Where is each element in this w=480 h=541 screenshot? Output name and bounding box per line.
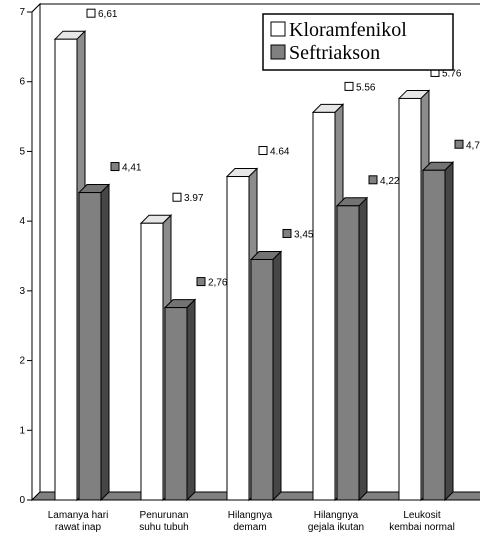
bar-front (250, 258, 274, 501)
bar-front (226, 176, 250, 501)
bar-side (100, 183, 110, 502)
category-label-0: Lamanya hari rawat inap (48, 510, 109, 533)
y-tick-label: 6 (19, 77, 25, 88)
data-label-text: 3,45 (294, 229, 314, 240)
category-label-line: Leukosit (403, 510, 440, 521)
data-label-seftriakson-2: 3,45 (282, 228, 314, 240)
category-label-line: kembai normal (389, 522, 455, 533)
data-label-seftriakson-3: 4,22 (368, 175, 400, 187)
category-label-4: Leukosit kembai normal (389, 510, 455, 533)
bar-front (140, 222, 164, 501)
category-label-line: gejala ikutan (308, 522, 364, 533)
category-label-2: Hilangnya demam (228, 510, 273, 533)
data-label-marker (196, 277, 206, 287)
bar-side (186, 298, 196, 502)
y-tick-label: 4 (19, 216, 25, 227)
category-label-line: Hilangnya (228, 510, 273, 521)
y-tick-label: 2 (19, 356, 25, 367)
bar-front (422, 169, 446, 501)
y-tick-label: 7 (19, 7, 25, 18)
category-label-line: Lamanya hari (48, 510, 109, 521)
data-label-text: 4,73 (466, 140, 480, 151)
category-label-3: Hilangnya gejala ikutan (308, 510, 364, 533)
category-label-line: Hilangnya (314, 510, 359, 521)
data-label-text: 6,61 (98, 9, 118, 20)
data-label-kloramfenikol-2: 4.64 (258, 146, 290, 158)
y-tick-label: 3 (19, 286, 25, 297)
bar-side (272, 250, 282, 502)
y-tick-label: 0 (19, 495, 25, 506)
data-label-text: 4,41 (122, 163, 142, 174)
bar-front (54, 38, 78, 501)
category-label-1: Penurunan suhu tubuh (139, 510, 189, 533)
y-tick-label: 1 (19, 425, 25, 436)
bar-front (336, 205, 360, 501)
bars (53, 29, 455, 502)
data-label-marker (368, 175, 378, 185)
bar-front (78, 192, 102, 501)
data-label-marker (258, 146, 268, 156)
legend-swatch-kloramfenikol (270, 21, 286, 37)
legend-box (262, 13, 454, 71)
side-wall (31, 2, 41, 502)
bar-front (398, 97, 422, 501)
x-axis-labels: Lamanya hari rawat inap Penurunan suhu tubu… (48, 510, 455, 533)
category-label-line: Penurunan (140, 510, 189, 521)
data-label-marker (344, 81, 354, 91)
data-label-kloramfenikol-1: 3.97 (172, 192, 204, 204)
bar-side (358, 196, 368, 502)
data-label-seftriakson-4: 4,73 (454, 139, 480, 151)
data-label-kloramfenikol-0: 6,61 (86, 8, 118, 20)
data-label-text: 5.76 (442, 68, 462, 79)
bar-seftriakson-1 (163, 298, 197, 502)
bar-seftriakson-2 (249, 250, 283, 502)
data-label-marker (86, 8, 96, 18)
bar-seftriakson-0 (77, 183, 111, 502)
data-label-seftriakson-1: 2,76 (196, 277, 228, 289)
data-label-text: 4,22 (380, 176, 400, 187)
legend-label-kloramfenikol: Kloramfenikol (289, 19, 407, 41)
category-label-line: demam (233, 522, 266, 533)
bar-kloramfenikol-0 (53, 29, 87, 502)
data-label-text: 5.56 (356, 82, 376, 93)
bar-front (312, 111, 336, 501)
category-label-line: suhu tubuh (139, 522, 189, 533)
data-label-kloramfenikol-3: 5.56 (344, 81, 376, 93)
legend-label-seftriakson: Seftriakson (289, 42, 380, 64)
data-label-marker (110, 162, 120, 172)
data-label-seftriakson-0: 4,41 (110, 162, 142, 174)
category-label-line: rawat inap (55, 522, 102, 533)
bar-front (164, 307, 188, 501)
legend-swatch-seftriakson (270, 44, 286, 60)
data-labels: 6,61 4,41 3.97 2,76 4.64 3,45 5.56 4,22 5.76 4,73 (86, 8, 480, 289)
data-label-text: 4.64 (270, 147, 290, 158)
data-label-text: 3.97 (184, 193, 204, 204)
bar-seftriakson-3 (335, 196, 369, 502)
data-label-marker (282, 228, 292, 238)
bar-side (444, 161, 454, 502)
data-label-text: 2,76 (208, 278, 228, 289)
data-label-marker (454, 139, 464, 149)
bar-seftriakson-4 (421, 161, 455, 502)
data-label-marker (172, 192, 182, 202)
y-tick-label: 5 (19, 146, 25, 157)
